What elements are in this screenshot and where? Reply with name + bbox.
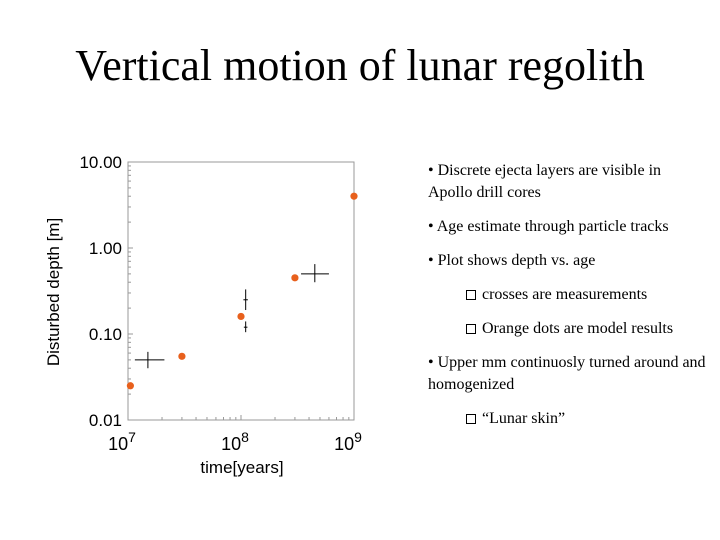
- checkbox-square-icon: [466, 324, 476, 334]
- bullet-item: • Upper mm continuosly turned around and…: [428, 352, 708, 396]
- y-tick-label: 0.01: [89, 411, 122, 430]
- bullet-text: Orange dots are model results: [482, 320, 674, 337]
- y-tick-label: 10.00: [79, 153, 122, 172]
- model-result-dot: [126, 382, 134, 390]
- scatter-chart: 107 108 109 10.00 1.00 0.10 0.01 time[years] D…: [44, 153, 362, 477]
- x-tick-label: 108: [221, 429, 249, 454]
- bullet-item: • Plot shows depth vs. age: [428, 250, 708, 272]
- bullet-list: • Discrete ejecta layers are visible in …: [428, 160, 708, 442]
- model-result-dot: [350, 192, 358, 200]
- x-tick-label: 107: [108, 429, 136, 454]
- y-axis-label: Disturbed depth [m]: [44, 218, 63, 366]
- sub-bullet-item: Orange dots are model results: [466, 318, 708, 340]
- model-result-dot: [291, 274, 299, 282]
- sub-bullet-item: crosses are measurements: [466, 284, 708, 306]
- axis-ticks: 107 108 109 10.00 1.00 0.10 0.01: [79, 153, 362, 454]
- bullet-text: • Upper mm continuosly turned around and…: [428, 354, 706, 393]
- model-result-dot: [178, 352, 186, 360]
- bullet-item: • Discrete ejecta layers are visible in …: [428, 160, 708, 204]
- y-tick-label: 1.00: [89, 239, 122, 258]
- bullet-item: • Age estimate through particle tracks: [428, 216, 708, 238]
- x-axis-label: time[years]: [200, 458, 283, 477]
- sub-bullet-item: “Lunar skin”: [466, 408, 708, 430]
- x-tick-label: 109: [334, 429, 362, 454]
- bullet-text: • Age estimate through particle tracks: [428, 218, 669, 235]
- bullet-text: • Plot shows depth vs. age: [428, 252, 596, 269]
- plot-frame: [127, 161, 355, 421]
- checkbox-square-icon: [466, 290, 476, 300]
- bullet-text: • Discrete ejecta layers are visible in …: [428, 162, 662, 201]
- slide-title: Vertical motion of lunar regolith: [75, 41, 645, 90]
- model-result-dot: [237, 312, 245, 321]
- y-tick-label: 0.10: [89, 325, 122, 344]
- chart-marks: [126, 192, 358, 390]
- bullet-text: crosses are measurements: [482, 286, 648, 303]
- bullet-text: “Lunar skin”: [482, 410, 566, 427]
- checkbox-square-icon: [466, 414, 476, 424]
